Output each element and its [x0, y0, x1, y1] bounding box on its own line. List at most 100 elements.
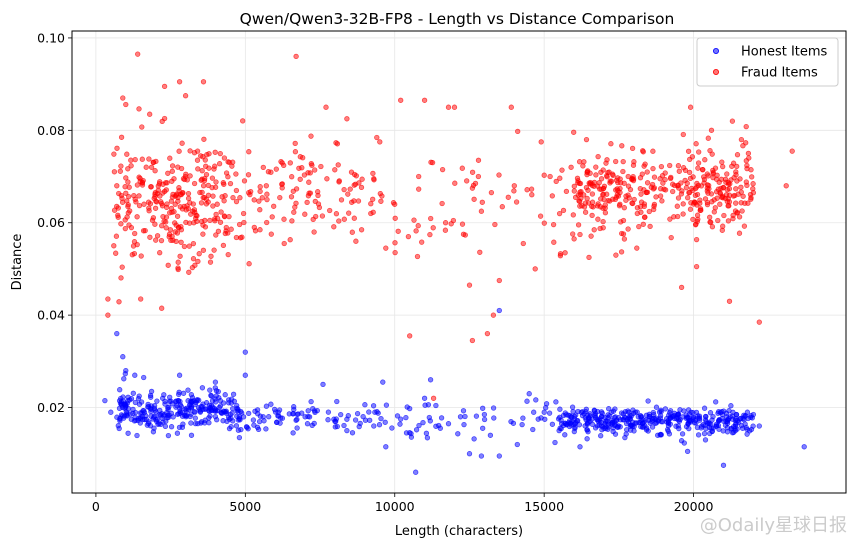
- honest-point: [376, 422, 383, 428]
- honest-point: [148, 403, 155, 409]
- fraud-point: [783, 183, 789, 189]
- fraud-point: [631, 159, 637, 165]
- fraud-point: [620, 168, 626, 175]
- fraud-point: [620, 158, 626, 165]
- fraud-point: [488, 189, 495, 196]
- fraud-point: [185, 190, 192, 197]
- fraud-point: [469, 169, 476, 175]
- honest-point: [245, 426, 251, 432]
- fraud-point: [680, 201, 686, 207]
- honest-point: [676, 418, 683, 424]
- fraud-point: [744, 182, 750, 189]
- fraud-point: [750, 190, 757, 196]
- fraud-point: [149, 217, 156, 223]
- fraud-point: [178, 165, 185, 172]
- honest-point: [188, 420, 194, 426]
- honest-point: [420, 419, 426, 426]
- honest-point: [744, 426, 750, 433]
- fraud-point: [136, 202, 143, 209]
- fraud-point: [161, 218, 167, 224]
- fraud-point: [271, 203, 277, 209]
- honest-point: [216, 395, 222, 401]
- fraud-point: [680, 211, 686, 217]
- honest-point: [389, 425, 395, 431]
- fraud-point: [738, 136, 745, 143]
- fraud-point: [392, 240, 398, 246]
- fraud-point: [200, 194, 206, 201]
- fraud-point: [750, 181, 756, 187]
- fraud-point: [323, 104, 329, 110]
- honest-point: [304, 421, 311, 427]
- fraud-point: [257, 188, 263, 195]
- fraud-point: [559, 167, 565, 173]
- honest-point: [194, 397, 200, 403]
- fraud-point: [618, 180, 624, 186]
- fraud-point: [256, 198, 262, 204]
- fraud-point: [570, 212, 576, 218]
- fraud-point: [720, 184, 727, 191]
- honest-point: [744, 431, 750, 437]
- honest-point: [130, 390, 136, 396]
- fraud-point: [344, 116, 350, 122]
- honest-point: [677, 407, 683, 413]
- fraud-point: [725, 218, 732, 224]
- fraud-point: [607, 178, 613, 184]
- fraud-point: [191, 180, 198, 187]
- fraud-point: [395, 228, 401, 234]
- fraud-point: [304, 199, 310, 206]
- fraud-point: [756, 319, 762, 325]
- fraud-point: [421, 97, 428, 103]
- honest-point: [383, 402, 390, 408]
- fraud-point: [587, 170, 593, 176]
- fraud-point: [748, 195, 754, 201]
- honest-point: [695, 432, 702, 438]
- fraud-point: [695, 160, 702, 166]
- fraud-point: [291, 209, 297, 215]
- honest-point: [237, 417, 243, 423]
- fraud-point: [617, 201, 623, 207]
- honest-point: [371, 423, 377, 429]
- fraud-point: [161, 83, 168, 90]
- fraud-point: [625, 226, 631, 232]
- honest-point: [756, 423, 762, 429]
- fraud-point: [430, 225, 436, 231]
- honest-point: [466, 451, 473, 457]
- fraud-point: [588, 233, 594, 239]
- honest-point: [212, 379, 219, 385]
- fraud-point: [358, 184, 365, 191]
- legend-honest-marker: [713, 48, 720, 55]
- legend-fraud-label: Fraud Items: [741, 66, 818, 81]
- honest-point: [156, 412, 162, 418]
- honest-point: [688, 409, 694, 415]
- fraud-point: [623, 197, 629, 203]
- fraud-point: [251, 197, 257, 203]
- honest-point: [603, 418, 609, 425]
- fraud-point: [215, 228, 222, 234]
- fraud-point: [687, 104, 694, 110]
- fraud-point: [281, 216, 287, 222]
- honest-point: [147, 423, 154, 429]
- honest-point: [268, 401, 274, 407]
- fraud-point: [212, 218, 218, 224]
- honest-point: [732, 427, 739, 434]
- fraud-point: [159, 305, 165, 311]
- honest-point: [234, 413, 240, 419]
- honest-point: [195, 405, 202, 411]
- fraud-point: [712, 165, 719, 171]
- fraud-point: [165, 262, 171, 268]
- fraud-point: [593, 164, 599, 170]
- fraud-point: [192, 209, 198, 216]
- fraud-point: [114, 183, 120, 189]
- honest-point: [733, 420, 739, 426]
- fraud-point: [452, 180, 458, 186]
- honest-point: [308, 398, 314, 405]
- fraud-point: [705, 135, 711, 141]
- fraud-point: [472, 180, 479, 187]
- fraud-point: [182, 93, 189, 99]
- x-axis-label: Length (characters): [395, 524, 523, 539]
- fraud-point: [126, 193, 132, 200]
- honest-point: [701, 430, 708, 437]
- fraud-point: [170, 191, 176, 198]
- honest-point: [123, 367, 129, 374]
- fraud-point: [114, 203, 120, 210]
